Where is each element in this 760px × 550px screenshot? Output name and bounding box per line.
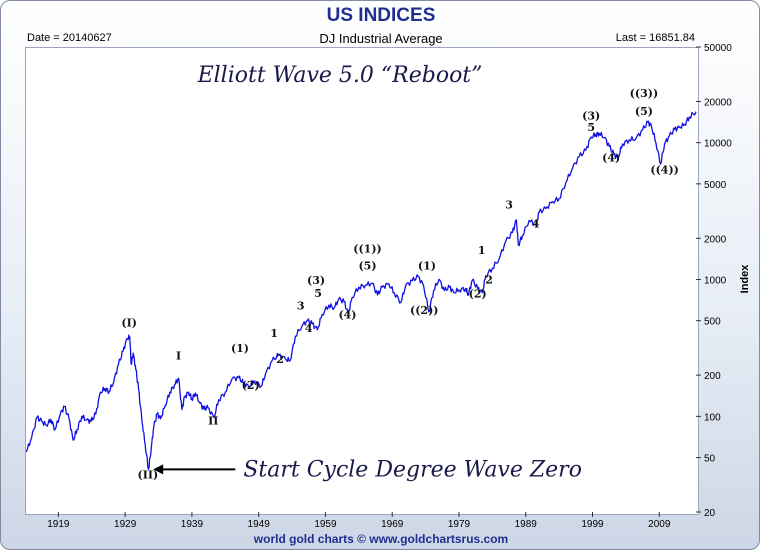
y-tick-label: 200 <box>704 371 721 382</box>
annotation-note: Start Cycle Degree Wave Zero <box>243 457 582 482</box>
wave-label: 4 <box>532 217 540 230</box>
wave-label: (1) <box>231 342 249 355</box>
y-tick-label: 1000 <box>704 276 727 287</box>
wave-label: (I) <box>121 316 137 329</box>
wave-label: 3 <box>297 299 305 312</box>
x-tick-label: 1919 <box>47 519 70 530</box>
chart-title: Elliott Wave 5.0 “Reboot” <box>197 63 483 88</box>
footer-credit: world gold charts © www.goldchartsrus.co… <box>253 532 509 546</box>
x-tick-label: 2009 <box>648 519 671 530</box>
wave-label: 4 <box>305 322 313 335</box>
wave-label: 2 <box>276 353 284 366</box>
wave-label: (4) <box>338 308 356 321</box>
y-axis-label: Index <box>739 264 751 294</box>
last-value-label: Last = 16851.84 <box>615 32 695 44</box>
wave-label: I <box>176 350 181 363</box>
wave-label: II <box>208 415 218 428</box>
x-tick-label: 1999 <box>581 519 604 530</box>
x-tick-label: 1949 <box>248 519 271 530</box>
wave-label: ((1)) <box>353 242 381 255</box>
wave-label: 3 <box>505 199 513 212</box>
x-tick-label: 1969 <box>381 519 404 530</box>
wave-label: 5 <box>587 121 595 134</box>
wave-label: 5 <box>314 287 322 300</box>
x-tick-label: 1979 <box>448 519 471 530</box>
wave-label: ((4)) <box>650 164 678 177</box>
wave-label: 1 <box>270 327 278 340</box>
x-tick-label: 1989 <box>515 519 538 530</box>
wave-label: 1 <box>478 244 486 257</box>
wave-label: (II) <box>137 469 158 482</box>
y-tick-label: 100 <box>704 412 721 423</box>
note-arrow-head <box>153 464 164 475</box>
wave-label: (3) <box>307 274 325 287</box>
wave-label: (4) <box>602 151 620 164</box>
wave-label: ((3)) <box>630 87 658 100</box>
date-label: Date = 20140627 <box>27 32 112 44</box>
wave-label: (1) <box>418 259 436 272</box>
wave-label: ((2)) <box>410 304 438 317</box>
y-tick-label: 20 <box>704 508 716 519</box>
y-tick-label: 500 <box>704 317 721 328</box>
wave-label: (2) <box>242 379 260 392</box>
plot-area <box>25 47 699 515</box>
y-tick-label: 10000 <box>704 139 732 150</box>
x-tick-label: 1959 <box>314 519 337 530</box>
wave-label: 2 <box>485 273 493 286</box>
wave-label: (2) <box>469 288 487 301</box>
series-line <box>25 111 697 470</box>
y-tick-label: 2000 <box>704 234 727 245</box>
y-tick-label: 5000 <box>704 180 727 191</box>
y-tick-label: 50000 <box>704 43 732 54</box>
y-tick-label: 50 <box>704 454 716 465</box>
wave-label: (3) <box>582 109 600 122</box>
x-tick-label: 1929 <box>114 519 137 530</box>
series-name: DJ Industrial Average <box>319 31 443 46</box>
chart-group-title: US INDICES <box>326 5 436 26</box>
wave-label: (5) <box>635 105 653 118</box>
y-tick-label: 20000 <box>704 97 732 108</box>
wave-label: (5) <box>358 259 376 272</box>
x-tick-label: 1939 <box>181 519 204 530</box>
